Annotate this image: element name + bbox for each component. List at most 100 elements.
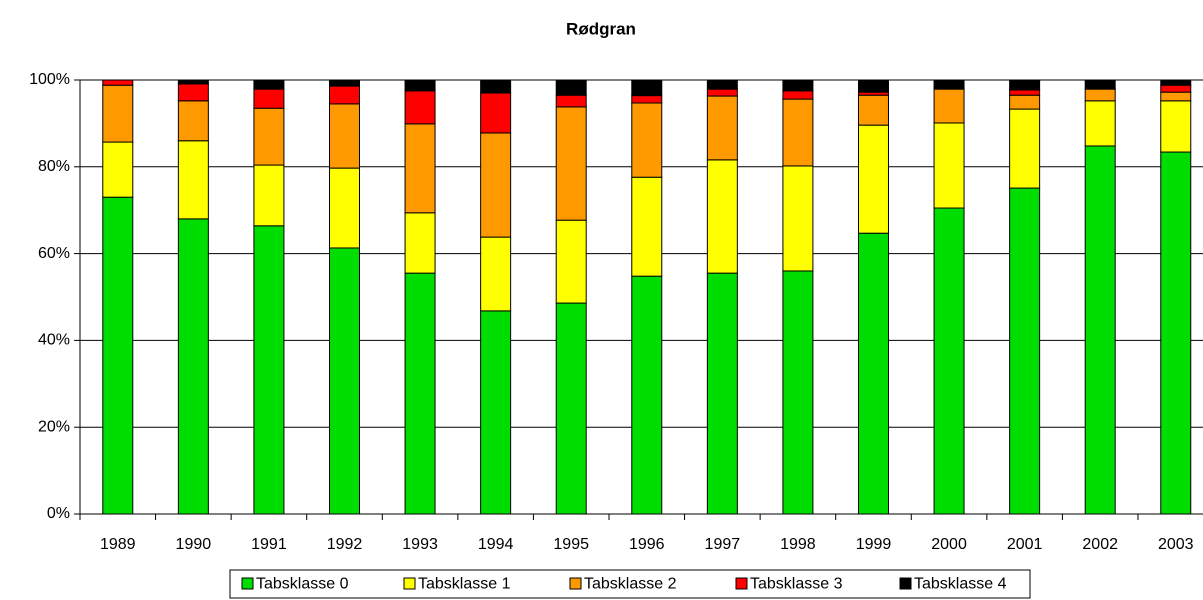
bar-segment: [328, 103, 360, 169]
bar-segment: [1009, 187, 1041, 515]
x-tick-label: 2001: [1007, 536, 1043, 553]
bar-segment: [404, 212, 436, 274]
bar-segment: [404, 90, 436, 125]
bar-segment: [253, 79, 285, 90]
bar-segment: [706, 159, 738, 274]
bar-segment: [1160, 79, 1192, 86]
bar-segment: [555, 79, 587, 96]
bar-segment: [631, 275, 663, 515]
bar-segment: [480, 236, 512, 312]
x-tick-label: 1996: [629, 536, 665, 553]
x-tick-label: 1992: [327, 536, 363, 553]
bar-segment: [253, 164, 285, 227]
bar-segment: [177, 140, 209, 220]
y-tick-label: 80%: [38, 158, 70, 175]
bar-segment: [102, 84, 134, 143]
x-tick-label: 2003: [1158, 536, 1194, 553]
bar-segment: [480, 79, 512, 94]
legend-swatch: [899, 577, 912, 590]
x-tick-label: 2002: [1082, 536, 1118, 553]
bar-segment: [782, 90, 814, 100]
legend-label: Tabsklasse 3: [750, 576, 843, 593]
bar-segment: [102, 141, 134, 198]
bar-segment: [1084, 79, 1116, 90]
y-tick-label: 20%: [38, 418, 70, 435]
bar-segment: [782, 98, 814, 167]
bar-segment: [555, 94, 587, 108]
bar-segment: [177, 218, 209, 515]
bar-segment: [1084, 100, 1116, 147]
bar-segment: [782, 270, 814, 515]
x-tick-label: 1999: [856, 536, 892, 553]
bar-segment: [933, 122, 965, 209]
bar-segment: [253, 107, 285, 166]
legend-label: Tabsklasse 0: [256, 576, 349, 593]
bar-segment: [1160, 91, 1192, 102]
bar-segment: [1009, 79, 1041, 91]
bar-segment: [404, 272, 436, 515]
bar-segment: [480, 310, 512, 515]
bar-segment: [706, 272, 738, 515]
bar-segment: [782, 79, 814, 92]
bar-segment: [933, 79, 965, 90]
y-tick-label: 40%: [38, 332, 70, 349]
bar-segment: [857, 232, 889, 515]
bar-segment: [1009, 89, 1041, 96]
bar-segment: [631, 102, 663, 178]
bar-segment: [1160, 84, 1192, 93]
bar-segment: [555, 219, 587, 304]
x-tick-label: 1994: [478, 536, 514, 553]
bar-segment: [328, 85, 360, 105]
bar-segment: [177, 100, 209, 142]
y-tick-label: 60%: [38, 245, 70, 262]
bar-segment: [1009, 108, 1041, 189]
bar-segment: [933, 207, 965, 515]
bar-segment: [480, 92, 512, 134]
bar-segment: [102, 79, 134, 86]
bar-segment: [480, 132, 512, 238]
legend-label: Tabsklasse 4: [914, 576, 1007, 593]
y-tick-label: 0%: [47, 505, 70, 522]
x-tick-label: 1993: [402, 536, 438, 553]
bar-segment: [631, 95, 663, 104]
bar-segment: [555, 106, 587, 221]
bar-segment: [1084, 145, 1116, 515]
bar-segment: [631, 79, 663, 97]
bar-segment: [328, 167, 360, 249]
bar-segment: [706, 79, 738, 90]
bar-segment: [328, 79, 360, 87]
bar-segment: [857, 124, 889, 234]
x-tick-label: 2000: [931, 536, 967, 553]
x-tick-label: 1998: [780, 536, 816, 553]
x-tick-label: 1991: [251, 536, 287, 553]
bar-segment: [933, 88, 965, 124]
legend-label: Tabsklasse 2: [584, 576, 677, 593]
bar-segment: [404, 123, 436, 214]
legend-box: [229, 569, 1031, 599]
bar-segment: [177, 79, 209, 85]
bar-segment: [253, 88, 285, 109]
bar-segment: [1084, 88, 1116, 102]
legend-swatch: [241, 577, 254, 590]
bar-segment: [857, 79, 889, 93]
bar-segment: [782, 165, 814, 272]
bar-segment: [253, 225, 285, 515]
bar-segment: [102, 196, 134, 515]
bar-segment: [177, 83, 209, 102]
bar-segment: [1009, 94, 1041, 110]
bar-segment: [1160, 100, 1192, 153]
chart-title: Rødgran: [566, 19, 636, 38]
bar-segment: [706, 95, 738, 161]
legend-swatch: [569, 577, 582, 590]
bar-segment: [1160, 151, 1192, 515]
bar-segment: [631, 176, 663, 277]
bar-segment: [555, 302, 587, 515]
bar-segment: [857, 94, 889, 126]
bar-segment: [706, 88, 738, 97]
legend-label: Tabsklasse 1: [418, 576, 511, 593]
legend-swatch: [735, 577, 748, 590]
x-tick-label: 1997: [705, 536, 741, 553]
bar-segment: [328, 247, 360, 515]
